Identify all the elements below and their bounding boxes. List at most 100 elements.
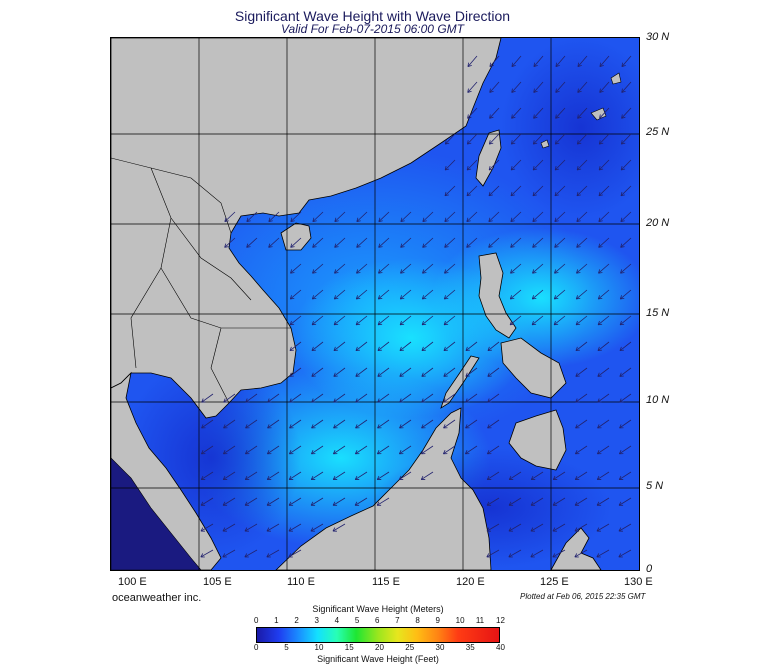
wave-direction-arrow-icon — [486, 523, 500, 532]
wave-direction-arrow-icon — [619, 367, 632, 377]
wave-direction-arrowhead — [599, 142, 604, 145]
wave-direction-arrowhead — [487, 424, 490, 429]
wave-direction-arrowhead — [533, 88, 535, 93]
wave-direction-arrowhead — [486, 501, 490, 506]
wave-direction-arrowhead — [511, 168, 516, 171]
wave-direction-arrowhead — [356, 298, 361, 300]
wave-direction-arrowhead — [289, 372, 292, 377]
wave-direction-arrow-icon — [312, 263, 324, 274]
lon-tick-label: 130 E — [624, 576, 653, 588]
wave-direction-arrow-icon — [443, 393, 456, 403]
wave-direction-arrowhead — [489, 65, 494, 68]
wave-direction-arrow-icon — [288, 497, 302, 506]
wave-direction-arrow-icon — [444, 185, 456, 197]
colorbar-meters-tick: 5 — [354, 616, 360, 625]
wave-direction-arrowhead — [443, 346, 446, 351]
wave-direction-arrowhead — [554, 220, 559, 222]
wave-direction-arrowhead — [576, 217, 579, 222]
wave-direction-arrowhead — [532, 269, 535, 274]
wave-direction-arrow-icon — [355, 419, 368, 429]
wave-direction-arrowhead — [246, 220, 251, 222]
wave-direction-arrowhead — [555, 88, 557, 93]
wave-direction-arrowhead — [245, 398, 248, 403]
wave-direction-arrowhead — [598, 243, 601, 248]
wave-direction-arrow-icon — [489, 107, 500, 119]
wave-direction-arrowhead — [289, 424, 292, 429]
wave-direction-arrowhead — [489, 116, 494, 119]
wave-direction-arrowhead — [244, 475, 248, 480]
wave-direction-arrowhead — [443, 295, 446, 300]
wave-direction-arrowhead — [532, 194, 537, 197]
wave-direction-arrow-icon — [489, 133, 500, 145]
wave-direction-arrow-icon — [245, 471, 258, 480]
wave-direction-arrow-icon — [552, 523, 566, 532]
wave-direction-arrow-icon — [224, 211, 236, 222]
wave-direction-arrowhead — [619, 295, 622, 300]
wave-direction-arrow-icon — [619, 419, 632, 429]
colorbar-meters-tick: 9 — [435, 616, 440, 625]
wave-direction-arrowhead — [598, 246, 603, 248]
wave-direction-arrow-icon — [599, 81, 610, 93]
wave-direction-arrow-icon — [532, 237, 544, 248]
lon-tick-label: 100 E — [118, 576, 147, 588]
wave-direction-arrowhead — [488, 246, 493, 248]
lon-tick-label: 120 E — [456, 576, 485, 588]
wave-direction-arrowhead — [312, 246, 317, 248]
wave-direction-arrowhead — [334, 272, 339, 274]
wave-direction-arrow-icon — [223, 445, 236, 455]
wave-direction-arrow-icon — [444, 211, 456, 222]
wave-direction-arrow-icon — [598, 289, 610, 300]
wave-direction-arrowhead — [421, 450, 424, 454]
wave-direction-arrow-icon — [311, 471, 324, 480]
wave-direction-arrow-icon — [619, 315, 632, 326]
wave-direction-arrow-icon — [421, 315, 434, 326]
wave-map-canvas — [110, 37, 661, 571]
colorbar-meters-tick: 2 — [294, 616, 299, 625]
wave-direction-arrow-icon — [355, 315, 368, 326]
wave-direction-arrowhead — [378, 272, 383, 274]
wave-direction-arrow-icon — [576, 289, 588, 300]
wave-direction-arrowhead — [618, 553, 622, 558]
wave-direction-arrowhead — [311, 450, 314, 454]
wave-direction-arrowhead — [597, 424, 600, 429]
wave-direction-arrowhead — [467, 62, 469, 67]
wave-direction-arrow-icon — [399, 471, 412, 480]
lat-tick-label: 10 N — [646, 394, 670, 406]
wave-direction-arrowhead — [554, 243, 557, 248]
wave-direction-arrow-icon — [533, 81, 544, 93]
wave-direction-arrowhead — [599, 168, 604, 171]
wave-direction-arrow-icon — [289, 341, 302, 351]
wave-direction-arrowhead — [290, 323, 295, 326]
wave-direction-arrow-icon — [355, 367, 368, 377]
wave-direction-arrow-icon — [422, 211, 434, 222]
colorbar-feet-tick: 30 — [435, 643, 445, 652]
wave-direction-arrow-icon — [511, 107, 522, 119]
wave-direction-arrowhead — [422, 298, 427, 300]
wave-direction-arrowhead — [224, 217, 227, 222]
wave-direction-arrow-icon — [619, 445, 632, 455]
colorbar-meters-tick: 8 — [415, 616, 420, 625]
wave-direction-arrow-icon — [333, 341, 346, 351]
wave-direction-arrowhead — [466, 243, 469, 248]
wave-direction-arrow-icon — [599, 107, 610, 119]
wave-direction-arrowhead — [620, 243, 623, 248]
wave-direction-arrowhead — [222, 527, 226, 532]
wave-direction-arrowhead — [533, 142, 538, 145]
wave-direction-arrow-icon — [289, 471, 302, 480]
wave-direction-arrow-icon — [399, 393, 412, 403]
wave-direction-arrow-icon — [444, 159, 456, 171]
chart-subtitle: Valid For Feb-07-2015 06:00 GMT — [281, 22, 464, 36]
wave-direction-arrow-icon — [620, 159, 632, 171]
wave-direction-arrow-icon — [575, 315, 588, 326]
wave-direction-arrow-icon — [620, 289, 632, 300]
wave-direction-arrowhead — [334, 298, 339, 300]
wave-direction-arrowhead — [311, 295, 314, 300]
wave-direction-arrowhead — [510, 220, 515, 222]
wave-direction-arrow-icon — [288, 523, 302, 532]
wave-direction-arrowhead — [577, 114, 579, 119]
wave-direction-arrowhead — [599, 114, 601, 119]
wave-direction-arrow-icon — [422, 263, 434, 274]
wave-direction-arrowhead — [420, 475, 424, 480]
wave-direction-arrow-icon — [244, 523, 258, 532]
wave-direction-arrowhead — [377, 320, 380, 325]
